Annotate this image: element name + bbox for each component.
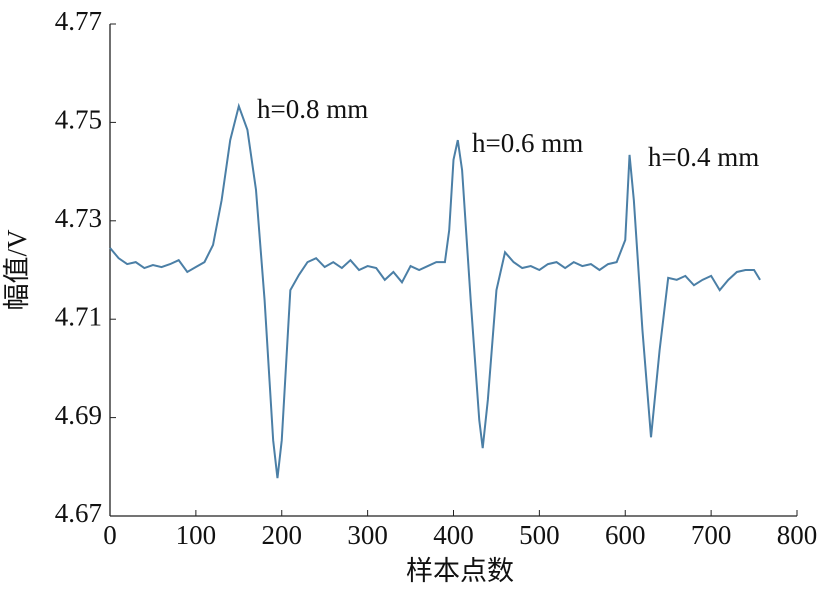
line [109,102,761,479]
x-tick-label: 100 [176,520,217,550]
annotation: h=0.8 mm [257,94,368,124]
y-axis-label: 幅值/V [2,229,32,311]
y-tick-label: 4.69 [55,400,102,430]
x-tick-label: 400 [433,520,474,550]
annotation: h=0.6 mm [472,128,583,158]
x-tick-label: 300 [347,520,388,550]
y-tick-label: 4.75 [55,105,102,135]
y-tick-label: 4.77 [55,6,102,36]
annotation: h=0.4 mm [648,142,759,172]
x-tick-label: 600 [605,520,646,550]
x-tick-label: 200 [262,520,303,550]
x-tick-label: 500 [519,520,560,550]
x-tick-label: 700 [691,520,732,550]
y-tick-label: 4.73 [55,203,102,233]
y-tick-label: 4.67 [55,498,102,528]
x-tick-label: 0 [103,520,117,550]
x-axis-label: 样本点数 [406,556,514,586]
y-tick-label: 4.71 [55,301,102,331]
x-tick-label: 800 [777,520,818,550]
